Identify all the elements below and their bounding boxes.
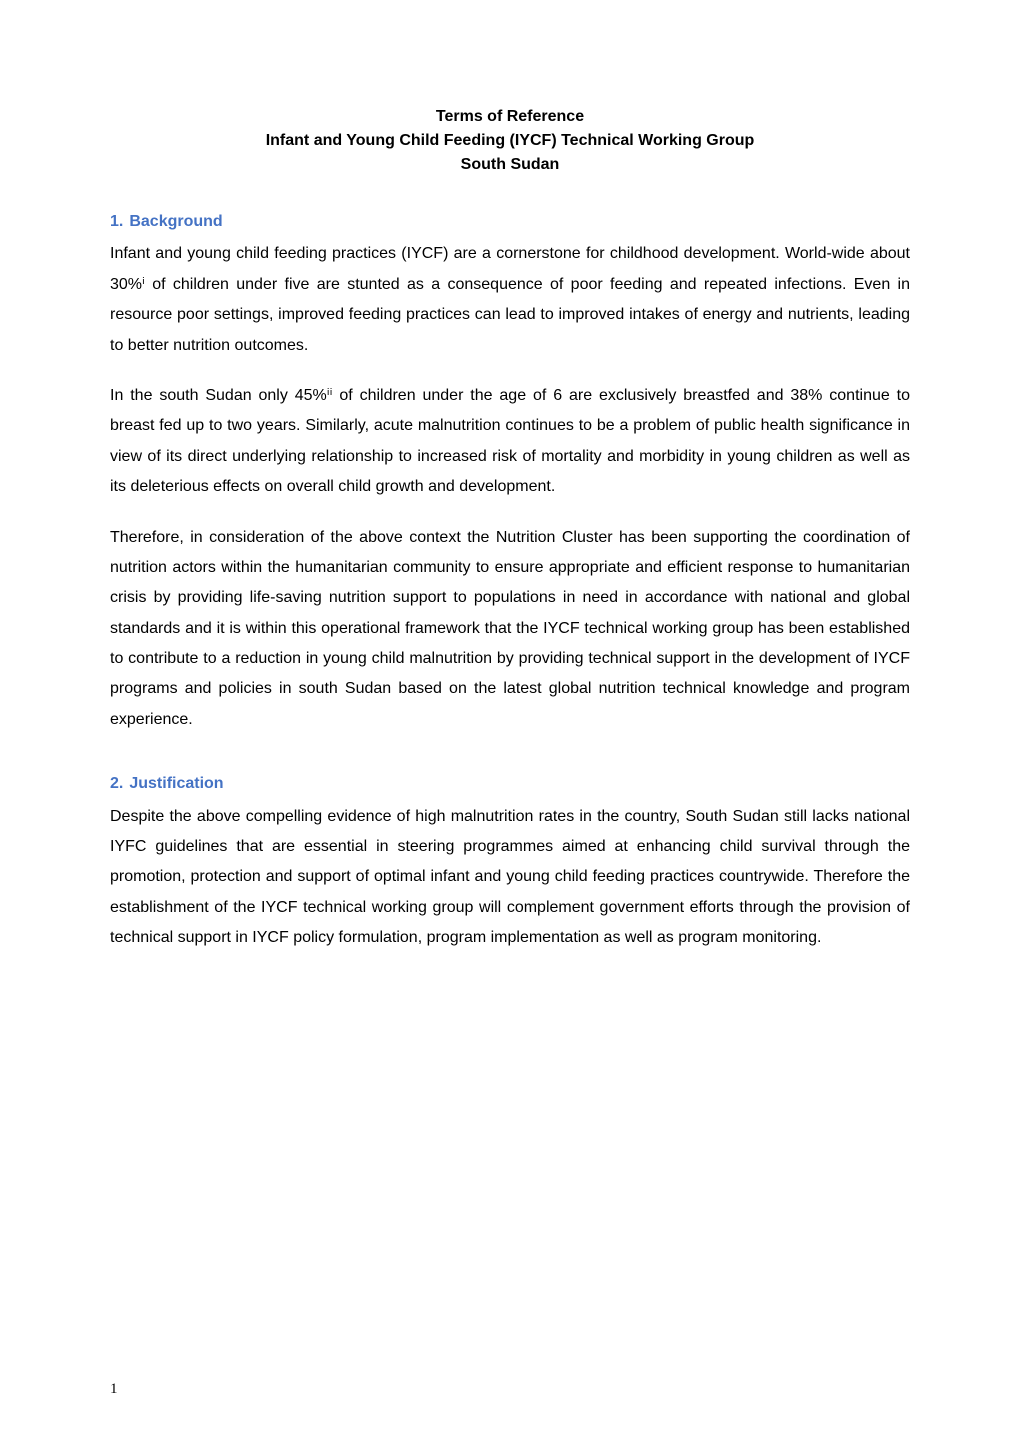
page-number: 1 <box>110 1375 118 1404</box>
section-number: 1. <box>110 213 123 230</box>
title-line-3: South Sudan <box>110 153 910 177</box>
title-line-1: Terms of Reference <box>110 105 910 129</box>
body-paragraph: Infant and young child feeding practices… <box>110 239 910 361</box>
document-title-block: Terms of Reference Infant and Young Chil… <box>110 105 910 177</box>
section-heading-justification: 2. Justification <box>110 769 910 799</box>
body-paragraph: In the south Sudan only 45%ⁱⁱ of childre… <box>110 381 910 503</box>
title-line-2: Infant and Young Child Feeding (IYCF) Te… <box>110 129 910 153</box>
section-heading-background: 1. Background <box>110 207 910 237</box>
section-heading-text: Justification <box>129 775 223 792</box>
section-number: 2. <box>110 775 123 792</box>
body-paragraph: Despite the above compelling evidence of… <box>110 802 910 954</box>
section-heading-text: Background <box>129 213 222 230</box>
body-paragraph: Therefore, in consideration of the above… <box>110 523 910 736</box>
